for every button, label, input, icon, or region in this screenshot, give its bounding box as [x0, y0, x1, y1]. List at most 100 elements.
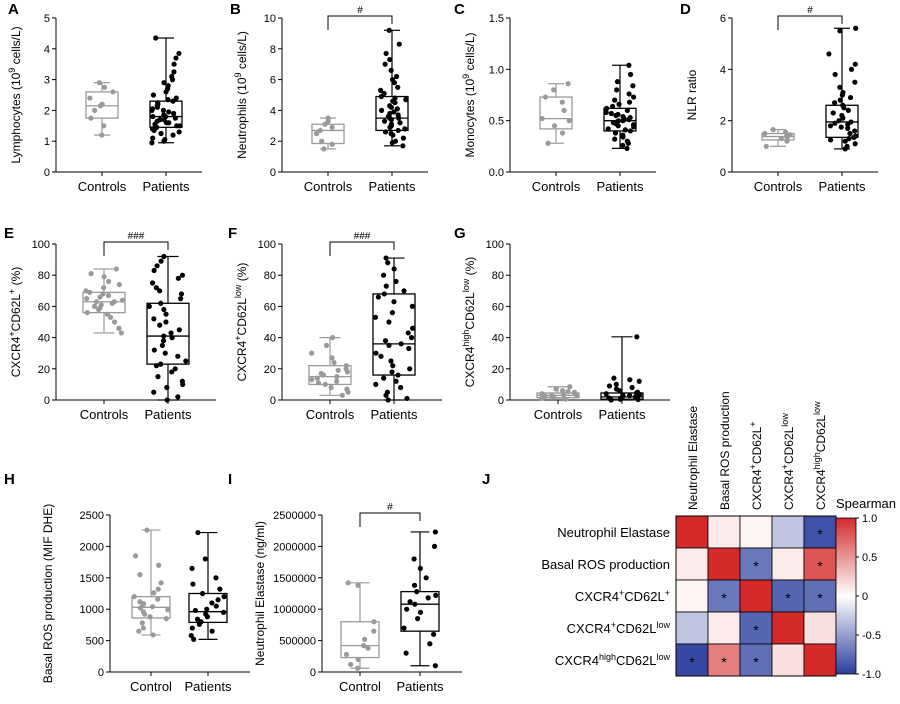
data-point [827, 137, 834, 143]
data-point [158, 361, 164, 367]
data-point [612, 136, 618, 142]
data-point [161, 253, 167, 260]
data-point [378, 87, 384, 93]
data-point [189, 565, 195, 571]
data-point [162, 350, 168, 356]
data-point [328, 384, 334, 391]
data-point [168, 330, 174, 336]
data-point [149, 140, 155, 146]
heatmap-cell [675, 515, 709, 549]
y-tick-label: 1.0 [489, 64, 504, 76]
data-point [213, 575, 219, 581]
data-point [627, 114, 633, 121]
y-tick-label: 8 [270, 44, 276, 56]
data-point [155, 596, 161, 602]
data-point [334, 378, 340, 384]
panel-c: C 0.0 0.5 1.0 1.5 Monocytes (109 cells/L) Cont… [454, 1, 656, 194]
data-point [391, 109, 397, 115]
data-point [431, 543, 438, 550]
data-point [417, 565, 423, 571]
data-point [398, 341, 404, 347]
data-point [164, 384, 170, 391]
data-point [220, 609, 227, 615]
data-point [847, 94, 854, 101]
data-point [203, 611, 209, 617]
panel-label: E [4, 225, 14, 242]
data-point [146, 303, 152, 309]
data-point [164, 397, 170, 403]
data-point [387, 56, 393, 63]
box-iqr [146, 302, 190, 365]
data-point [99, 101, 105, 107]
data-point [407, 366, 413, 372]
significance-bracket [329, 241, 395, 256]
colorbar-tick-label: 0 [862, 591, 868, 603]
data-point [396, 41, 402, 47]
data-point [161, 112, 167, 118]
data-point [161, 80, 167, 86]
data-point [151, 267, 157, 274]
data-point [150, 280, 156, 286]
data-point [636, 378, 642, 384]
data-point [627, 71, 634, 78]
data-point [425, 595, 431, 601]
y-axis-label: Neutrophils (109 cells/L) [233, 31, 249, 159]
data-point [83, 288, 89, 294]
data-point [845, 107, 851, 113]
panel-label: I [228, 471, 232, 488]
panel-label: A [8, 1, 19, 18]
significance-label: ### [128, 231, 145, 242]
box-iqr [188, 592, 228, 624]
data-point [150, 113, 156, 120]
y-tick-label: 1 [44, 136, 50, 148]
y-tick-label: 0 [720, 167, 726, 179]
significance-star: * [753, 558, 759, 574]
y-tick-label: 4 [44, 44, 50, 56]
data-point [96, 80, 103, 86]
data-point [318, 370, 324, 377]
panel-j: J * * * * * * * * * * Neutrophil Elastase Basal ROS … [482, 391, 896, 681]
data-point [386, 319, 392, 325]
data-point [101, 285, 107, 291]
data-point [393, 378, 399, 384]
x-tick-label: Control [339, 679, 381, 694]
box-patients: Patients [185, 529, 232, 694]
data-point [136, 628, 142, 634]
data-point [395, 127, 401, 134]
data-point [615, 111, 621, 118]
data-point [624, 107, 630, 113]
data-point [388, 67, 394, 73]
heatmap-cell [675, 579, 709, 613]
y-tick-label: 20 [492, 364, 504, 376]
y-axis-label: Basal ROS production (MIF DHE) [41, 504, 55, 683]
data-point [345, 580, 351, 586]
row-label: Basal ROS production [541, 557, 670, 572]
data-point [401, 625, 407, 631]
x-tick-label: Patients [599, 407, 646, 422]
heatmap-cell [771, 611, 805, 645]
data-point [404, 395, 410, 402]
data-point [782, 129, 789, 135]
data-point [118, 330, 124, 336]
data-point [826, 51, 832, 57]
data-point [381, 375, 387, 381]
data-point [199, 590, 206, 597]
y-tick-label: 40 [38, 333, 50, 345]
data-point [116, 325, 122, 331]
y-tick-label: 2500000 [273, 510, 316, 522]
panel-label: F [228, 225, 237, 242]
data-point [159, 342, 166, 348]
box-patients: Patients [143, 35, 190, 194]
data-point [331, 359, 337, 366]
data-point [406, 345, 412, 352]
heatmap-cell [675, 643, 709, 677]
data-point [405, 330, 411, 336]
data-point [393, 278, 399, 285]
data-point [559, 99, 565, 105]
data-point [147, 614, 153, 620]
significance-label: # [387, 502, 393, 513]
significance-label: ### [354, 231, 371, 242]
data-point [626, 393, 633, 399]
y-tick-label: 1500 [80, 573, 104, 585]
